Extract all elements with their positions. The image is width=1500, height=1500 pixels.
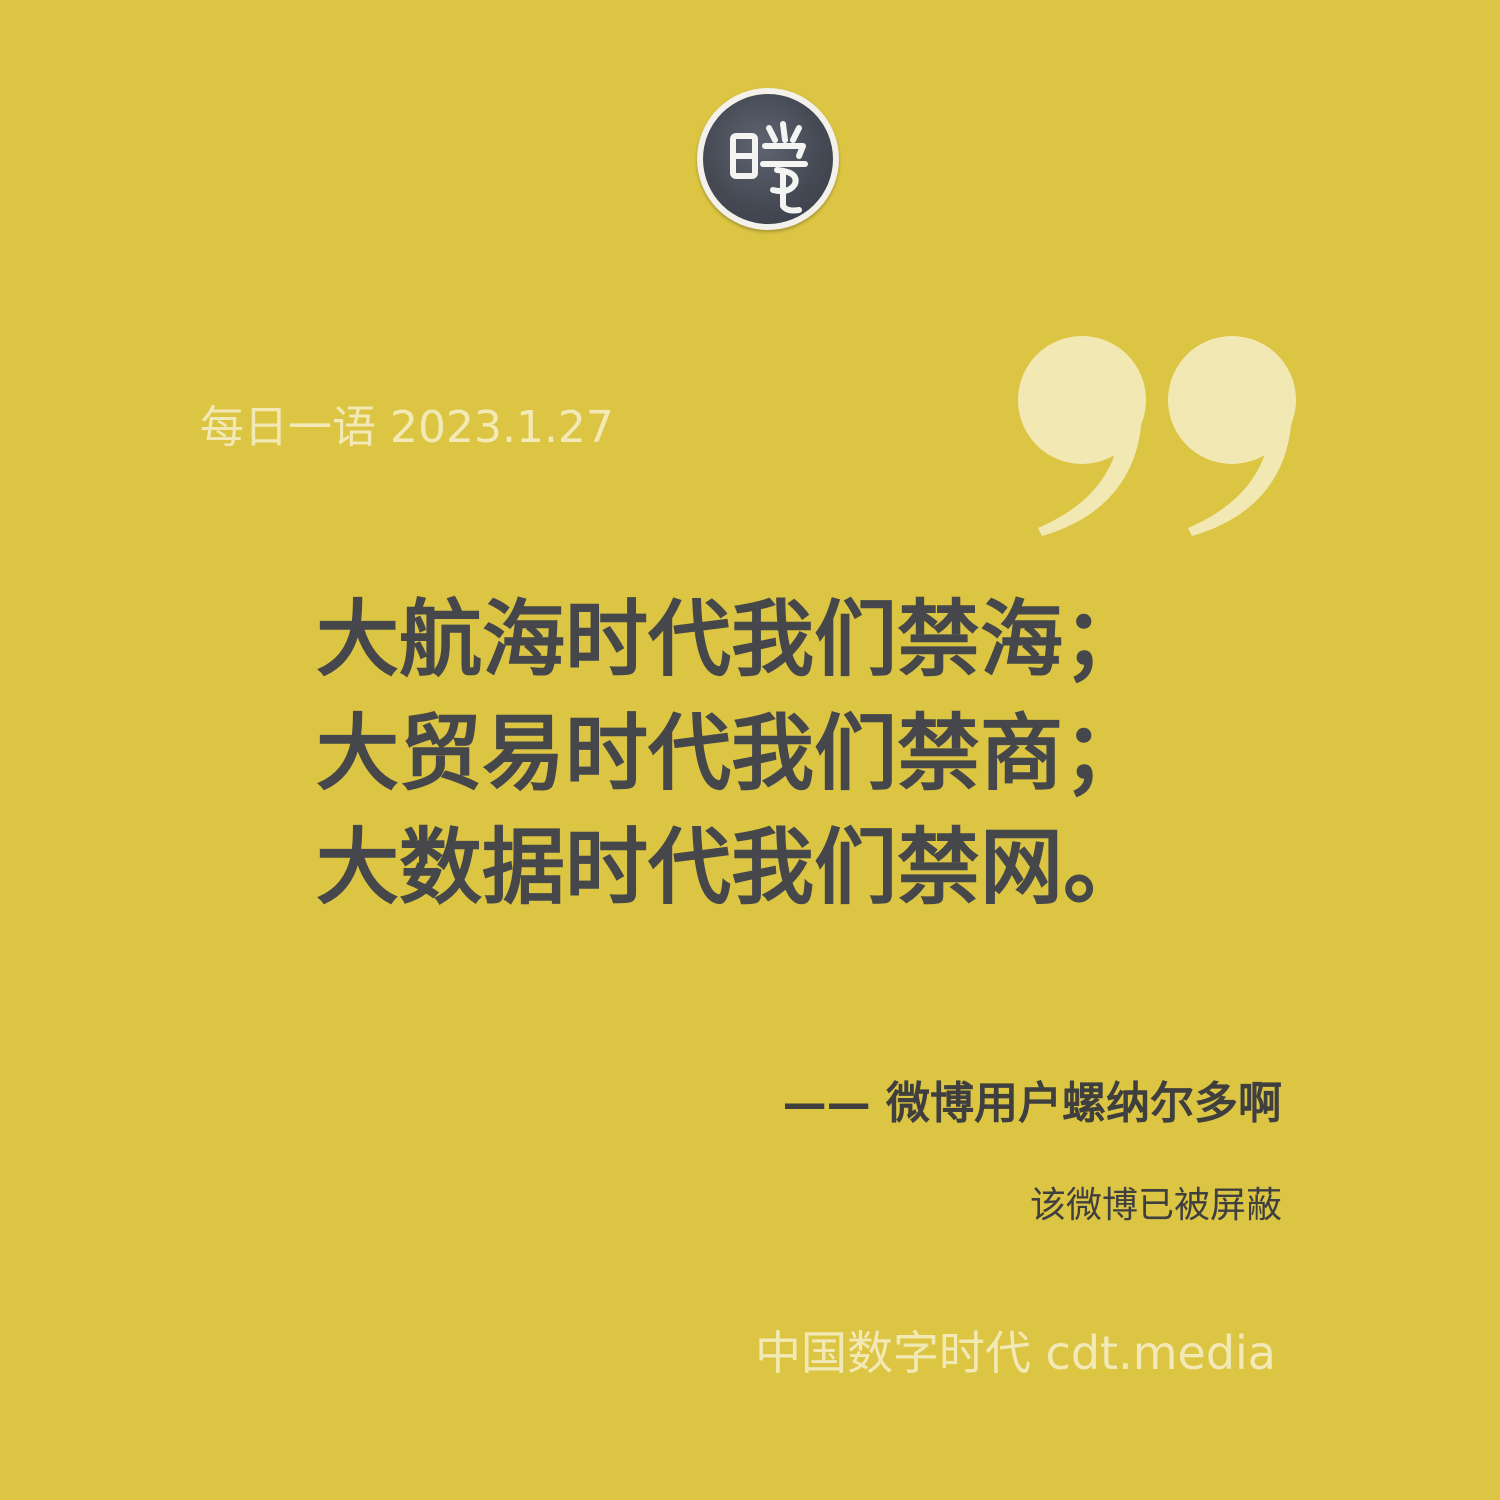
footer-brand: 中国数字时代 cdt.media (754, 1326, 1276, 1380)
quote-line: 大航海时代我们禁海； (316, 590, 1146, 688)
quote-text: 大航海时代我们禁海； 大贸易时代我们禁商； 大数据时代我们禁网。 (316, 582, 1146, 924)
quote-line: 大贸易时代我们禁商； (316, 704, 1146, 802)
blocked-note: 该微博已被屏蔽 (1029, 1185, 1282, 1226)
seal-glyph-drawing (730, 121, 808, 214)
quote-line: 大数据时代我们禁网。 (316, 818, 1146, 916)
date-label: 每日一语 2023.1.27 (200, 402, 614, 453)
closing-quote-icon (1018, 336, 1296, 536)
cdt-seal-logo (697, 88, 839, 230)
seal-glyph-icon (703, 94, 833, 224)
attribution: —— 微博用户螺纳尔多啊 (782, 1078, 1282, 1129)
